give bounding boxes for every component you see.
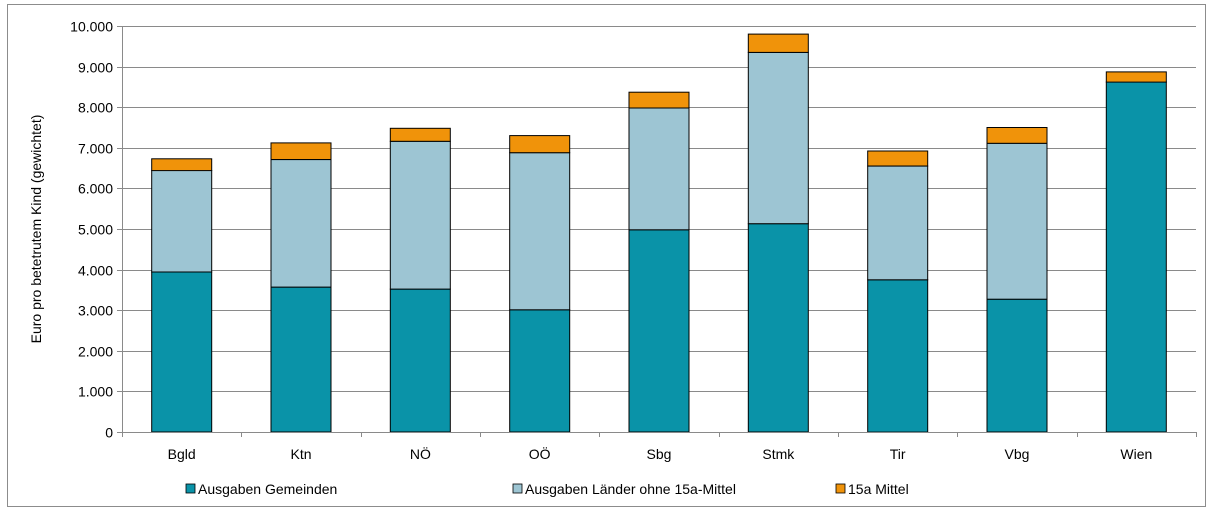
bar-wien-series-1 — [1105, 81, 1167, 433]
y-tick-label: 3.000 — [78, 303, 113, 319]
y-tick-label: 4.000 — [78, 263, 113, 279]
legend: Ausgaben Gemeinden Ausgaben Länder ohne 1… — [185, 481, 909, 497]
bar-ktn-series-1 — [270, 286, 332, 433]
y-tick-label: 8.000 — [78, 100, 113, 116]
legend-swatch — [512, 483, 523, 494]
legend-swatch — [185, 483, 196, 494]
bar-bgld-series-3 — [151, 158, 213, 172]
legend-label: Ausgaben Länder ohne 15a-Mittel — [525, 481, 736, 497]
bar-oö-series-3 — [509, 135, 571, 154]
bar-tir-series-2 — [867, 165, 929, 281]
x-tick-label: Ktn — [290, 446, 311, 462]
bar-sbg-series-1 — [628, 229, 690, 433]
bar-stmk-series-1 — [747, 223, 809, 433]
y-tick-label: 2.000 — [78, 344, 113, 360]
bar-oö-series-2 — [509, 152, 571, 311]
bar-sbg-series-3 — [628, 91, 690, 109]
bar-vbg-series-2 — [986, 142, 1048, 300]
y-tick-label: 5.000 — [78, 222, 113, 238]
bar-ktn-series-2 — [270, 159, 332, 288]
legend-swatch — [835, 483, 846, 494]
bar-bgld-series-1 — [151, 271, 213, 433]
bar-sbg-series-2 — [628, 107, 690, 231]
bar-nö-series-3 — [389, 127, 451, 142]
y-tick-label: 10.000 — [70, 19, 113, 35]
bar-stmk-series-3 — [747, 33, 809, 53]
legend-label: 15a Mittel — [848, 481, 909, 497]
bar-vbg-series-3 — [986, 127, 1048, 144]
x-tick-label: NÖ — [410, 445, 431, 462]
bar-wien-series-3 — [1105, 71, 1167, 83]
bar-bgld-series-2 — [151, 170, 213, 273]
x-tick-label: Vbg — [1005, 446, 1030, 462]
bar-stmk-series-2 — [747, 51, 809, 225]
bar-nö-series-2 — [389, 140, 451, 290]
y-tick-label: 0 — [105, 425, 113, 441]
y-tick-label: 9.000 — [78, 60, 113, 76]
bar-nö-series-1 — [389, 288, 451, 433]
y-tick-label: 7.000 — [78, 141, 113, 157]
axes: 0 1.000 2.000 3.000 4.000 5.000 6.000 7.000 8.00… — [70, 19, 1197, 462]
y-axis-title: Euro pro betetrutem Kind (gewichtet) — [28, 115, 44, 344]
bar-tir-series-3 — [867, 150, 929, 167]
legend-label: Ausgaben Gemeinden — [198, 481, 337, 497]
y-tick-label: 1.000 — [78, 384, 113, 400]
x-tick-label: Wien — [1120, 446, 1152, 462]
bar-tir-series-1 — [867, 279, 929, 433]
y-tick-label: 6.000 — [78, 181, 113, 197]
bar-vbg-series-1 — [986, 298, 1048, 433]
x-tick-label: OÖ — [529, 445, 551, 462]
bars — [151, 33, 1167, 433]
x-tick-label: Stmk — [762, 446, 795, 462]
x-tick-label: Sbg — [647, 446, 672, 462]
bar-oö-series-1 — [509, 309, 571, 433]
x-tick-label: Tir — [890, 446, 906, 462]
bar-ktn-series-3 — [270, 142, 332, 160]
x-tick-label: Bgld — [168, 446, 196, 462]
